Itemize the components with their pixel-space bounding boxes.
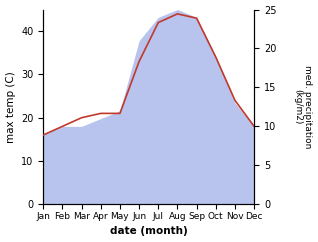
X-axis label: date (month): date (month) <box>110 227 188 236</box>
Y-axis label: med. precipitation
(kg/m2): med. precipitation (kg/m2) <box>293 65 313 149</box>
Y-axis label: max temp (C): max temp (C) <box>5 71 16 143</box>
